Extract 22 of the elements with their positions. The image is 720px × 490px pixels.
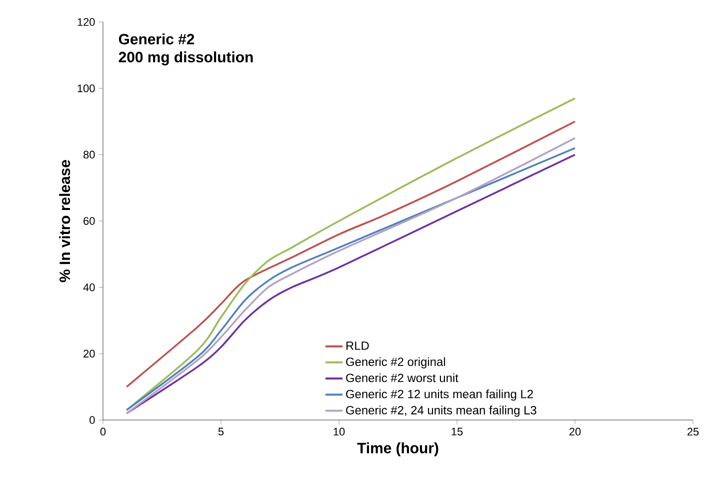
x-tick-label: 5	[218, 428, 224, 436]
text: 200 mg dissolution	[118, 51, 253, 66]
text: Generic #2	[118, 33, 194, 44]
y-tick-label: 80	[84, 150, 95, 159]
legend-label: Generic #2, 24 units mean failing L3	[346, 406, 536, 417]
y-axis-title: % In vitro release	[59, 160, 70, 282]
x-tick-label: 0	[100, 428, 106, 436]
y-tick-label: 40	[83, 283, 95, 292]
y-tick-label: 60	[84, 217, 95, 225]
legend-label: Generic #2 12 units mean failing L2	[346, 390, 533, 401]
legend-label: Generic #2 original	[346, 357, 445, 368]
x-tick-label: 10	[334, 428, 345, 436]
x-tick-label: 15	[452, 428, 463, 436]
x-axis-title: Time (hour)	[357, 442, 438, 456]
legend-label: RLD	[346, 342, 369, 350]
y-tick-label: 20	[84, 350, 95, 358]
legend-label: Generic #2 worst unit	[346, 373, 458, 382]
x-tick-label: 25	[687, 428, 699, 436]
y-tick-label: 0	[90, 416, 95, 424]
y-tick-label: 100	[78, 84, 95, 92]
y-tick-label: 120	[78, 18, 95, 26]
x-tick-label: 20	[569, 428, 581, 436]
